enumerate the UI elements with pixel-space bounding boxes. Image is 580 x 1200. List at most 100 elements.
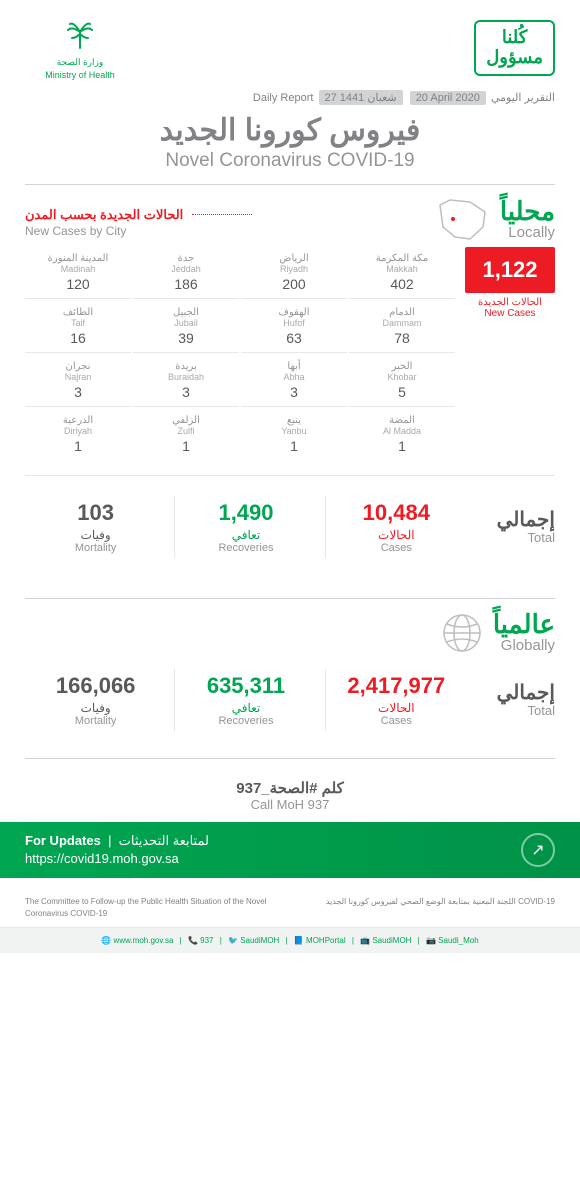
- kulna-line1: كُلنا: [486, 28, 543, 48]
- footer-links: 🌐 www.moh.gov.sa | 📞 937 | 🐦 SaudiMOH | …: [0, 927, 580, 953]
- city-val: 63: [243, 330, 345, 346]
- footer-link[interactable]: 🐦 SaudiMOH: [228, 936, 279, 945]
- divider: [25, 598, 555, 599]
- updates-bar[interactable]: For Updates | لمتابعة التحديثات https://…: [0, 822, 580, 878]
- title-en: Novel Coronavirus COVID-19: [0, 150, 580, 172]
- city-cell: الطائفTaif 16: [25, 301, 131, 353]
- city-val: 3: [135, 384, 237, 400]
- new-cases-ar: الحالات الجديدة بحسب المدن: [25, 207, 183, 222]
- daily-report-ar: التقرير اليومي: [491, 92, 555, 104]
- mortality-cell: 103 وفيات Mortality: [25, 496, 166, 558]
- city-en: Yanbu: [243, 426, 345, 436]
- city-val: 1: [135, 438, 237, 454]
- globally-en: Globally: [493, 637, 555, 654]
- city-ar: المضة: [351, 415, 453, 426]
- footer-link[interactable]: 📞 937: [188, 936, 214, 945]
- city-en: Khobar: [351, 372, 453, 382]
- moh-label-ar: وزارة الصحة: [57, 57, 103, 68]
- new-cases-sub-en: New Cases: [465, 308, 555, 319]
- divider: [25, 475, 555, 476]
- city-cell: المدينة المنورةMadinah120: [25, 247, 131, 299]
- header: وزارة الصحة Ministry of Health كُلنا مسؤ…: [0, 0, 580, 90]
- city-cell: الرياضRiyadh 200: [241, 247, 347, 299]
- new-cases-en: New Cases by City: [25, 224, 425, 238]
- city-ar: الرياض: [243, 253, 345, 264]
- city-val: 5: [351, 384, 453, 400]
- city-ar: الدمام: [351, 307, 453, 318]
- globally-header: عالمياً Globally: [0, 611, 580, 654]
- local-totals: 103 وفيات Mortality 1,490 تعافي Recoveri…: [0, 481, 580, 573]
- locally-header: الحالات الجديدة بحسب المدن New Cases by …: [0, 197, 580, 242]
- city-en: Abha: [243, 372, 345, 382]
- city-val: 39: [135, 330, 237, 346]
- city-en: Buraidah: [135, 372, 237, 382]
- city-en: Diriyah: [27, 426, 129, 436]
- cities-grid-wrap: المدينة المنورةMadinah120جدةJeddah186الر…: [0, 242, 580, 470]
- city-cell: الخبرKhobar 5: [349, 355, 455, 407]
- global-totals: 166,066 وفيات Mortality 635,311 تعافي Re…: [0, 654, 580, 746]
- city-cell: مكة المكرمةMakkah402: [349, 247, 455, 299]
- city-en: Jeddah: [135, 264, 237, 274]
- city-en: Taif: [27, 318, 129, 328]
- divider: [25, 758, 555, 759]
- city-ar: الخبر: [351, 361, 453, 372]
- footer-link[interactable]: 🌐 www.moh.gov.sa: [101, 936, 173, 945]
- city-ar: بريدة: [135, 361, 237, 372]
- committee-footer: The Committee to Follow-up the Public He…: [0, 888, 580, 926]
- footer-link[interactable]: 📺 SaudiMOH: [360, 936, 411, 945]
- kulna-line2: مسؤول: [486, 48, 543, 68]
- total-label: إجمالي Total: [475, 510, 555, 545]
- cases-cell: 10,484 الحالات Cases: [325, 496, 467, 558]
- divider: [25, 184, 555, 185]
- city-val: 3: [243, 384, 345, 400]
- city-val: 1: [27, 438, 129, 454]
- city-ar: الدرعية: [27, 415, 129, 426]
- g-recoveries-cell: 635,311 تعافي Recoveries: [174, 669, 316, 731]
- daily-report-en: Daily Report: [253, 92, 314, 104]
- moh-logo: وزارة الصحة Ministry of Health: [25, 20, 135, 80]
- title-ar: فيروس كورونا الجديد: [0, 113, 580, 148]
- footer-link[interactable]: 📷 Saudi_Moh: [426, 936, 479, 945]
- city-ar: جدة: [135, 253, 237, 264]
- city-en: Riyadh: [243, 264, 345, 274]
- g-mortality-cell: 166,066 وفيات Mortality: [25, 669, 166, 731]
- city-cell: جدةJeddah186: [133, 247, 239, 299]
- city-val: 120: [27, 276, 129, 292]
- g-cases-cell: 2,417,977 الحالات Cases: [325, 669, 467, 731]
- dotted-connector: [192, 214, 252, 215]
- city-cell: الدرعيةDiriyah 1: [25, 409, 131, 460]
- globally-ar: عالمياً: [493, 611, 555, 637]
- kulna-badge: كُلنا مسؤول: [474, 20, 555, 76]
- city-ar: الزلفي: [135, 415, 237, 426]
- total-label: إجمالي Total: [475, 683, 555, 718]
- city-en: Dammam: [351, 318, 453, 328]
- city-cell: الزلفيZulfi 1: [133, 409, 239, 460]
- city-cell: نجرانNajran3: [25, 355, 131, 407]
- city-en: Zulfi: [135, 426, 237, 436]
- city-en: Hufof: [243, 318, 345, 328]
- call-ar: كلم #الصحة_937: [25, 779, 555, 797]
- footer-link[interactable]: 📘 MOHPortal: [294, 936, 346, 945]
- updates-url: https://covid19.moh.gov.sa: [25, 850, 209, 868]
- city-cell: الجبيلJubail39: [133, 301, 239, 353]
- date-greg: 20 April 2020: [410, 91, 486, 105]
- city-en: Al Madda: [351, 426, 453, 436]
- city-val: 200: [243, 276, 345, 292]
- city-cell: أبهاAbha 3: [241, 355, 347, 407]
- city-en: Makkah: [351, 264, 453, 274]
- city-val: 1: [351, 438, 453, 454]
- date-hijri: 27 شعبان 1441: [319, 90, 403, 105]
- city-ar: مكة المكرمة: [351, 253, 453, 264]
- cities-grid: المدينة المنورةMadinah120جدةJeddah186الر…: [25, 247, 455, 460]
- city-en: Najran: [27, 372, 129, 382]
- city-val: 16: [27, 330, 129, 346]
- updates-text: For Updates | لمتابعة التحديثات https://…: [25, 832, 209, 868]
- city-ar: الجبيل: [135, 307, 237, 318]
- committee-ar: اللجنة المعنية بمتابعة الوضع الصحي لفيرو…: [301, 896, 555, 918]
- city-cell: الهفوفHufof63: [241, 301, 347, 353]
- new-cases-sub-ar: الحالات الجديدة: [465, 297, 555, 308]
- city-ar: الطائف: [27, 307, 129, 318]
- city-cell: ينبعYanbu1: [241, 409, 347, 460]
- committee-en: The Committee to Follow-up the Public He…: [25, 896, 279, 918]
- city-ar: أبها: [243, 361, 345, 372]
